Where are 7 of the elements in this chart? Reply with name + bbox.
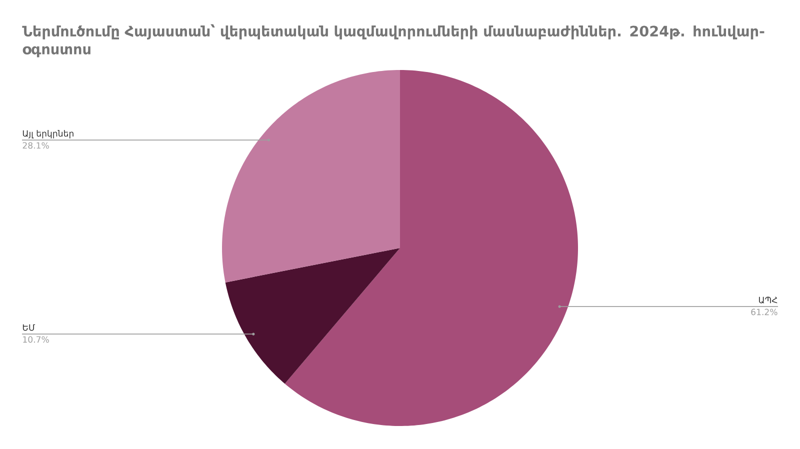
slice-label: ԵՄ: [22, 324, 36, 331]
data-label: 61.2%: [751, 308, 778, 316]
chart-title: Ներմուծումը Հայաստան՝ վերպետական կազմավորումների մասնաբաժիններ. 2024թ. հունվար-օգոստոս: [22, 24, 764, 58]
slice-label: ԱՊՀ: [759, 296, 778, 304]
data-label: 28.1%: [22, 142, 49, 149]
slice-label: Այլ երկրներ: [22, 130, 74, 138]
data-label: 10.7%: [23, 336, 49, 343]
